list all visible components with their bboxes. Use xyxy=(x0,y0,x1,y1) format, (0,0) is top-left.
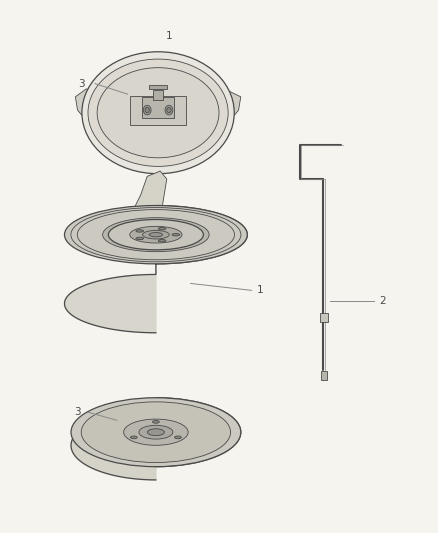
Ellipse shape xyxy=(167,108,171,113)
Polygon shape xyxy=(75,89,95,118)
Ellipse shape xyxy=(172,233,180,236)
Ellipse shape xyxy=(88,59,228,166)
Ellipse shape xyxy=(149,232,162,237)
Text: 1: 1 xyxy=(257,285,264,295)
Ellipse shape xyxy=(145,108,149,113)
Polygon shape xyxy=(64,206,247,333)
Ellipse shape xyxy=(130,227,182,243)
Bar xyxy=(320,313,328,322)
Ellipse shape xyxy=(143,106,151,115)
Bar xyxy=(149,85,167,90)
Ellipse shape xyxy=(158,239,166,242)
Ellipse shape xyxy=(102,217,209,252)
Ellipse shape xyxy=(64,206,247,264)
Text: 3: 3 xyxy=(78,78,85,88)
Ellipse shape xyxy=(136,237,144,240)
Text: 3: 3 xyxy=(74,407,81,417)
Ellipse shape xyxy=(71,398,241,467)
Polygon shape xyxy=(223,92,241,118)
Text: 1: 1 xyxy=(166,31,172,41)
Polygon shape xyxy=(71,398,241,480)
Text: 2: 2 xyxy=(379,296,385,306)
Ellipse shape xyxy=(139,425,173,439)
Bar xyxy=(142,98,174,117)
Bar xyxy=(130,95,186,125)
Ellipse shape xyxy=(158,228,166,230)
Ellipse shape xyxy=(148,429,164,435)
Polygon shape xyxy=(134,171,167,221)
Ellipse shape xyxy=(108,220,203,250)
Ellipse shape xyxy=(165,106,173,115)
Bar xyxy=(153,91,163,100)
Ellipse shape xyxy=(81,402,230,463)
Ellipse shape xyxy=(152,421,159,423)
Ellipse shape xyxy=(131,436,137,439)
Ellipse shape xyxy=(175,436,181,439)
Bar xyxy=(321,371,327,381)
Ellipse shape xyxy=(143,230,169,239)
Ellipse shape xyxy=(136,230,144,232)
Ellipse shape xyxy=(82,52,234,174)
Ellipse shape xyxy=(124,419,188,445)
Ellipse shape xyxy=(97,68,219,158)
